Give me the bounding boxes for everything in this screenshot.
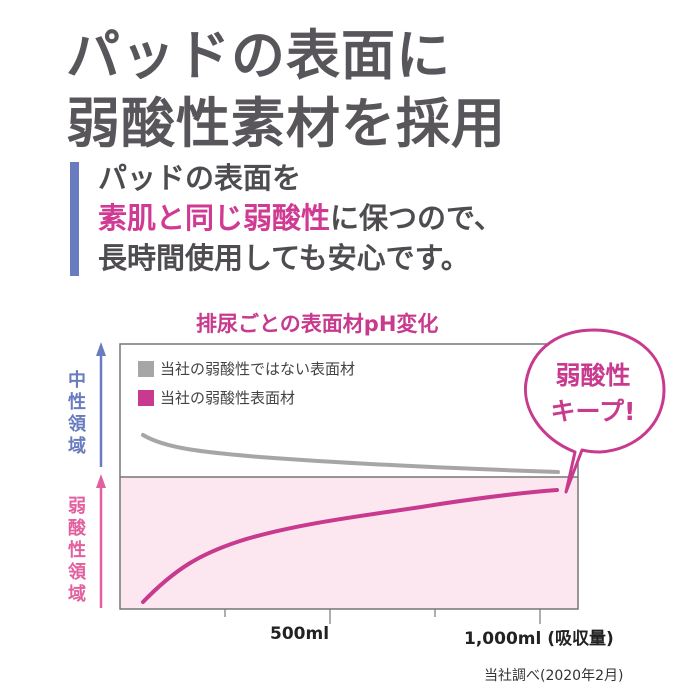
- neutral-arrow-head: [96, 342, 106, 356]
- y-zone-acid-label: 弱酸性領域: [68, 496, 86, 605]
- acid-zone-fill: [120, 477, 578, 609]
- bubble-line-2: キープ!: [550, 397, 636, 426]
- source-note: 当社調べ(2020年2月): [484, 668, 624, 684]
- headline-line-1: パッドの表面に: [66, 24, 451, 87]
- x-tick-label-1000: 1,000ml (吸収量): [464, 624, 614, 649]
- legend-item-non-acid: 当社の弱酸性ではない表面材: [138, 354, 355, 383]
- lead-line-2: 素肌と同じ弱酸性に保つので、: [98, 198, 503, 238]
- lead-line-3: 長時間使用しても安心です。: [98, 241, 470, 275]
- bubble-line-1: 弱酸性: [555, 361, 631, 390]
- legend-swatch-gray: [138, 360, 154, 377]
- x-tick-1000-value: 1,000ml: [464, 629, 542, 649]
- y-zone-neutral-label: 中性領域: [68, 370, 86, 457]
- legend-item-acid: 当社の弱酸性表面材: [138, 383, 355, 412]
- x-unit-label: (吸収量): [547, 629, 614, 649]
- lead-line-1: パッドの表面を: [98, 161, 302, 195]
- x-tick-label-500: 500ml: [270, 624, 330, 644]
- headline-line-2: 弱酸性素材を採用: [66, 92, 506, 155]
- legend-label: 当社の弱酸性ではない表面材: [160, 360, 356, 378]
- speech-bubble: [523, 328, 666, 494]
- legend-label: 当社の弱酸性表面材: [160, 389, 296, 407]
- acid-arrow-head: [96, 474, 106, 488]
- legend-swatch-magenta: [138, 389, 154, 406]
- series-acid-line: [141, 488, 559, 604]
- lead-highlight: 素肌と同じ弱酸性: [98, 201, 331, 235]
- chart-legend: 当社の弱酸性ではない表面材 当社の弱酸性表面材: [138, 354, 355, 412]
- lead-line-2-rest: に保つので、: [330, 201, 503, 235]
- chart-title: 排尿ごとの表面材pH変化: [196, 312, 439, 336]
- lead-accent-bar: [70, 162, 79, 276]
- series-non-acid-line: [141, 433, 560, 474]
- lead-text: パッドの表面を 素肌と同じ弱酸性に保つので、 長時間使用しても安心です。: [98, 158, 503, 278]
- bubble-text: 弱酸性 キープ!: [528, 358, 658, 430]
- headline: パッドの表面に 弱酸性素材を採用: [66, 22, 506, 158]
